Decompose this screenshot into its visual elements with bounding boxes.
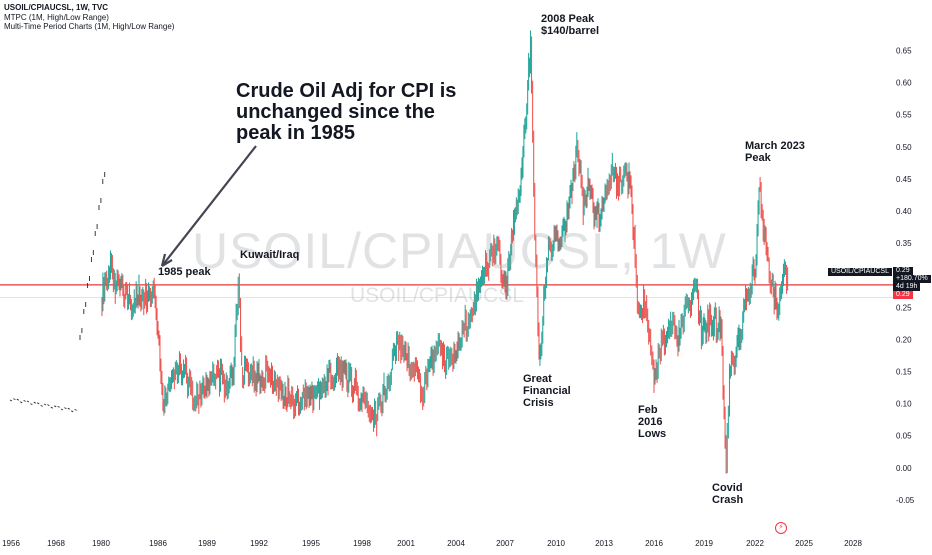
early-history-mark bbox=[70, 410, 74, 413]
annotation-great-financial-crisis[interactable]: Great Financial Crisis bbox=[523, 373, 571, 409]
early-history-mark bbox=[53, 405, 57, 408]
x-tick-label: 2004 bbox=[447, 539, 465, 548]
early-history-mark bbox=[40, 404, 43, 407]
y-tick-label: 0.55 bbox=[896, 111, 912, 120]
indicator-multi-time-label[interactable]: Multi-Time Period Charts (1M, High/Low R… bbox=[4, 22, 175, 31]
x-tick-label: 2028 bbox=[844, 539, 862, 548]
early-history-mark bbox=[36, 402, 40, 405]
early-history-mark bbox=[74, 408, 77, 411]
indicator-mtpc-label[interactable]: MTPC (1M, High/Low Range) bbox=[4, 13, 109, 22]
early-history-mark bbox=[30, 403, 33, 406]
main-annotation[interactable]: Crude Oil Adj for CPI is unchanged since… bbox=[236, 80, 457, 144]
y-tick-label: 0.50 bbox=[896, 143, 912, 152]
y-tick-label: 0.25 bbox=[896, 303, 912, 312]
symbol-price-tag: USOIL/CPIAUCSL bbox=[828, 268, 892, 276]
y-tick-label: 0.10 bbox=[896, 400, 912, 409]
y-tick-label: 0.35 bbox=[896, 239, 912, 248]
y-tick-label: 0.65 bbox=[896, 46, 912, 55]
x-tick-label: 2025 bbox=[795, 539, 813, 548]
last-price-label: 0.29 bbox=[893, 267, 913, 275]
percent-change-label: +180.70% bbox=[893, 275, 931, 283]
early-history-mark bbox=[9, 399, 13, 402]
y-tick-label: 0.15 bbox=[896, 368, 912, 377]
chart-header-title: USOIL/CPIAUCSL, 1W, TVC bbox=[4, 3, 109, 12]
horizontal-line-price-tag: 0.29 bbox=[893, 291, 913, 299]
bar-countdown-label: 4d 19h bbox=[893, 283, 921, 291]
arrow-head bbox=[160, 253, 173, 267]
early-history-mark bbox=[13, 398, 16, 401]
annotation-2008-peak[interactable]: 2008 Peak $140/barrel bbox=[541, 13, 600, 37]
y-tick-label: -0.05 bbox=[896, 496, 915, 505]
arrow-shaft bbox=[161, 145, 257, 267]
annotation-march-2023-peak[interactable]: March 2023 Peak bbox=[745, 140, 805, 164]
x-tick-label: 1998 bbox=[353, 539, 371, 548]
y-tick-label: 0.00 bbox=[896, 464, 912, 473]
x-tick-label: 1968 bbox=[47, 539, 65, 548]
early-history-mark bbox=[67, 407, 71, 410]
y-tick-label: 0.40 bbox=[896, 207, 912, 216]
annotation-kuwait-iraq[interactable]: Kuwait/Iraq bbox=[240, 249, 300, 261]
early-history-mark bbox=[47, 404, 50, 407]
annotation-covid-crash[interactable]: Covid Crash bbox=[712, 482, 744, 506]
x-tick-label: 2007 bbox=[496, 539, 514, 548]
x-tick-label: 1989 bbox=[198, 539, 216, 548]
y-tick-label: 0.45 bbox=[896, 175, 912, 184]
early-history-mark bbox=[16, 398, 20, 401]
early-history-mark bbox=[26, 400, 30, 403]
x-tick-label: 2001 bbox=[397, 539, 415, 548]
early-history-mark bbox=[19, 401, 23, 404]
annotation-feb-2016-lows[interactable]: Feb 2016 Lows bbox=[638, 404, 667, 440]
y-tick-label: 0.60 bbox=[896, 79, 912, 88]
x-tick-label: 1986 bbox=[149, 539, 167, 548]
y-tick-label: 0.20 bbox=[896, 335, 912, 344]
early-history-mark bbox=[60, 408, 64, 411]
early-history-mark bbox=[50, 406, 54, 409]
early-history-mark bbox=[33, 401, 37, 404]
y-tick-label: 0.05 bbox=[896, 432, 912, 441]
x-tick-label: 1995 bbox=[302, 539, 320, 548]
early-history-mark bbox=[64, 407, 67, 410]
lightning-event-icon[interactable]: ⚡ bbox=[775, 522, 787, 534]
early-history-mark bbox=[43, 403, 47, 406]
x-tick-label: 1980 bbox=[92, 539, 110, 548]
x-tick-label: 1956 bbox=[2, 539, 20, 548]
x-tick-label: 2016 bbox=[645, 539, 663, 548]
x-tick-label: 2019 bbox=[695, 539, 713, 548]
early-history-mark bbox=[57, 405, 60, 408]
x-tick-label: 2022 bbox=[746, 539, 764, 548]
x-tick-label: 2010 bbox=[547, 539, 565, 548]
x-tick-label: 2013 bbox=[595, 539, 613, 548]
x-tick-label: 1992 bbox=[250, 539, 268, 548]
annotation-1985-peak[interactable]: 1985 peak bbox=[158, 266, 211, 278]
early-history-mark bbox=[23, 399, 26, 402]
